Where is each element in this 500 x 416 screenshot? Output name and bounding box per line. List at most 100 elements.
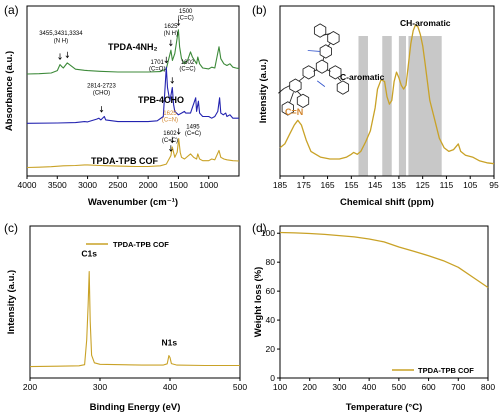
panel-a-xtick-label: 2000 [139, 180, 158, 190]
panel-a-xtick-label: 3500 [48, 180, 67, 190]
panel-a-annotation: (C=C) [185, 131, 201, 137]
panel-c-series-line-0 [29, 271, 240, 368]
panel-a-peak-arrow [169, 145, 173, 152]
panel-b-xlabel: Chemical shift (ppm) [340, 197, 434, 208]
panel-b-xtick-label: 155 [344, 180, 358, 190]
panel-b-ch-aromatic-label: CH-aromatic [400, 18, 451, 28]
panel-b-highlight-band [398, 36, 407, 176]
panel-a-xtick-label: 2500 [108, 180, 127, 190]
panel-c-xtick-label: 400 [163, 382, 177, 392]
panel-c-xtick-label: 300 [93, 382, 107, 392]
panel-b-xtick-label: 95 [489, 180, 499, 190]
panel-d: (d) 100 200 300 400 500 600 700 800020406080100… [252, 221, 495, 413]
panel-b-xtick-label: 125 [416, 180, 430, 190]
panel-b-highlight-layer [358, 36, 442, 176]
panel-b-xtick-label: 185 [273, 180, 287, 190]
panel-b-series-line-0 [279, 24, 495, 165]
panel-d-xtick-label: 800 [481, 382, 495, 392]
panel-a-series-label-tpda-tpb-cof: TPDA-TPB COF [91, 156, 158, 166]
panel-a-ticks-layer: 4000 3500 3000 2500 2000 1500 1000 [18, 176, 218, 190]
panel-a-annotation: (C=C) [178, 16, 194, 22]
panel-d-xtick-label: 100 [273, 382, 287, 392]
panel-b-xtick-label: 135 [392, 180, 406, 190]
panel-a-annotation: 1701 [151, 60, 165, 66]
panel-d-ylabel: Weight loss (%) [253, 267, 264, 338]
panel-a-annotation-cn: 1625 [163, 111, 177, 117]
panel-c-ylabel: Intensity (a.u.) [6, 270, 17, 334]
panel-a-label: (a) [4, 3, 19, 17]
panel-a-series-label-tpb-4cho: TPB-4CHO [138, 95, 184, 105]
panel-c-xtick-label: 500 [233, 382, 247, 392]
panel-a-annotation: 1500 [179, 9, 193, 15]
panel-d-label: (d) [252, 221, 267, 235]
panel-b-series-layer [279, 24, 495, 165]
panel-d-xlabel: Temperature (°C) [346, 402, 422, 413]
panel-a-annotation: (C=C) [179, 67, 195, 73]
panel-d-xtick-label: 300 [332, 382, 346, 392]
panel-b-label: (b) [252, 3, 267, 17]
panel-a-peak-arrow [65, 51, 70, 59]
panel-d-series-line-0 [279, 231, 489, 289]
panel-d-xtick-label: 600 [421, 382, 435, 392]
panel-a-peak-arrow [169, 39, 173, 47]
panel-d-legend-text: TPDA-TPB COF [418, 366, 474, 375]
panel-c-series-layer [29, 271, 240, 368]
panel-a-xtick-label: 3000 [78, 180, 97, 190]
panel-a-xtick-label: 1000 [199, 180, 218, 190]
panel-a-peak-arrow [176, 19, 181, 26]
panel-a-frame [26, 5, 240, 177]
panel-d-ytick-label: 0 [270, 373, 275, 383]
panel-b-xtick-label: 105 [463, 180, 477, 190]
panel-c: (c) 200 300 400 500 C1s N1s TPDA-TPB COF Bind… [4, 221, 247, 413]
molecule-structure [278, 23, 350, 116]
panel-a-series-label-tpda-4nh2: TPDA-4NH₂ [108, 42, 158, 52]
panel-a-ylabel: Absorbance (a.u.) [4, 51, 15, 131]
panel-a-annotation: (N H) [54, 39, 68, 45]
panel-b-ylabel: Intensity (a.u.) [258, 59, 269, 123]
panel-d-xtick-label: 400 [362, 382, 376, 392]
panel-d-ytick-label: 20 [266, 344, 276, 354]
panel-a-annotation-cn: (C=N) [162, 118, 178, 124]
panel-d-frame [279, 225, 489, 379]
panel-a-annotation: (CHO) [93, 90, 110, 96]
panel-c-peak-label: N1s [162, 338, 178, 348]
panel-c-xlabel: Binding Energy (eV) [90, 402, 181, 413]
panel-a-annotation: (C=C) [162, 138, 178, 144]
panel-c-frame [29, 225, 241, 379]
panel-d-xtick-label: 700 [451, 382, 465, 392]
panel-a-peak-arrow [99, 106, 104, 113]
panel-a-annotation: 1602 [163, 131, 177, 137]
panel-c-xtick-label: 200 [23, 382, 37, 392]
panel-a-peak-arrow [58, 53, 62, 60]
panel-d-ytick-label: 60 [266, 286, 276, 296]
panel-a-peak-arrow [176, 128, 181, 135]
panel-a-annotation: 1625 [164, 24, 178, 30]
panel-a-peak-arrow [170, 136, 175, 144]
panel-a-series-line-0 [26, 29, 240, 75]
panel-a-series-layer [26, 29, 240, 169]
panel-b-frame [279, 5, 495, 177]
panel-a-ann-layer: 3455,3431,3334(N H)1625(N H)1500(C=C)281… [39, 9, 201, 152]
panel-b: (b) [252, 3, 499, 208]
panel-a-series-line-2 [26, 138, 240, 169]
panel-b-xtick-label: 175 [297, 180, 311, 190]
panel-b-xtick-label: 115 [440, 180, 454, 190]
panel-b-xtick-label: 145 [368, 180, 382, 190]
panel-b-xtick-label: 165 [320, 180, 334, 190]
panel-d-series-layer [279, 231, 489, 289]
panel-a-annotation: 2814-2723 [87, 84, 116, 90]
panel-c-peak-label: C1s [81, 248, 97, 258]
panel-d-ytick-label: 100 [261, 228, 275, 238]
panel-b-highlight-band [408, 36, 442, 176]
panel-b-ticks-layer: 185 175 165 155 145 135 125 115 105 95 [273, 176, 499, 190]
panel-a-peak-arrow [164, 56, 169, 64]
panel-c-ticks-layer: 200 300 400 500 C1s N1s [23, 248, 247, 392]
panel-c-legend-text: TPDA-TPB COF [113, 240, 169, 249]
panel-d-ytick-label: 40 [266, 315, 276, 325]
panel-b-c-aromatic-label: C-aromatic [340, 72, 385, 82]
panel-a-xtick-label: 1500 [169, 180, 188, 190]
panel-a-annotation: (N H) [164, 31, 178, 37]
panel-a-annotation: 1602 [181, 60, 195, 66]
panel-a-xlabel: Wavenumber (cm⁻¹) [88, 197, 178, 208]
